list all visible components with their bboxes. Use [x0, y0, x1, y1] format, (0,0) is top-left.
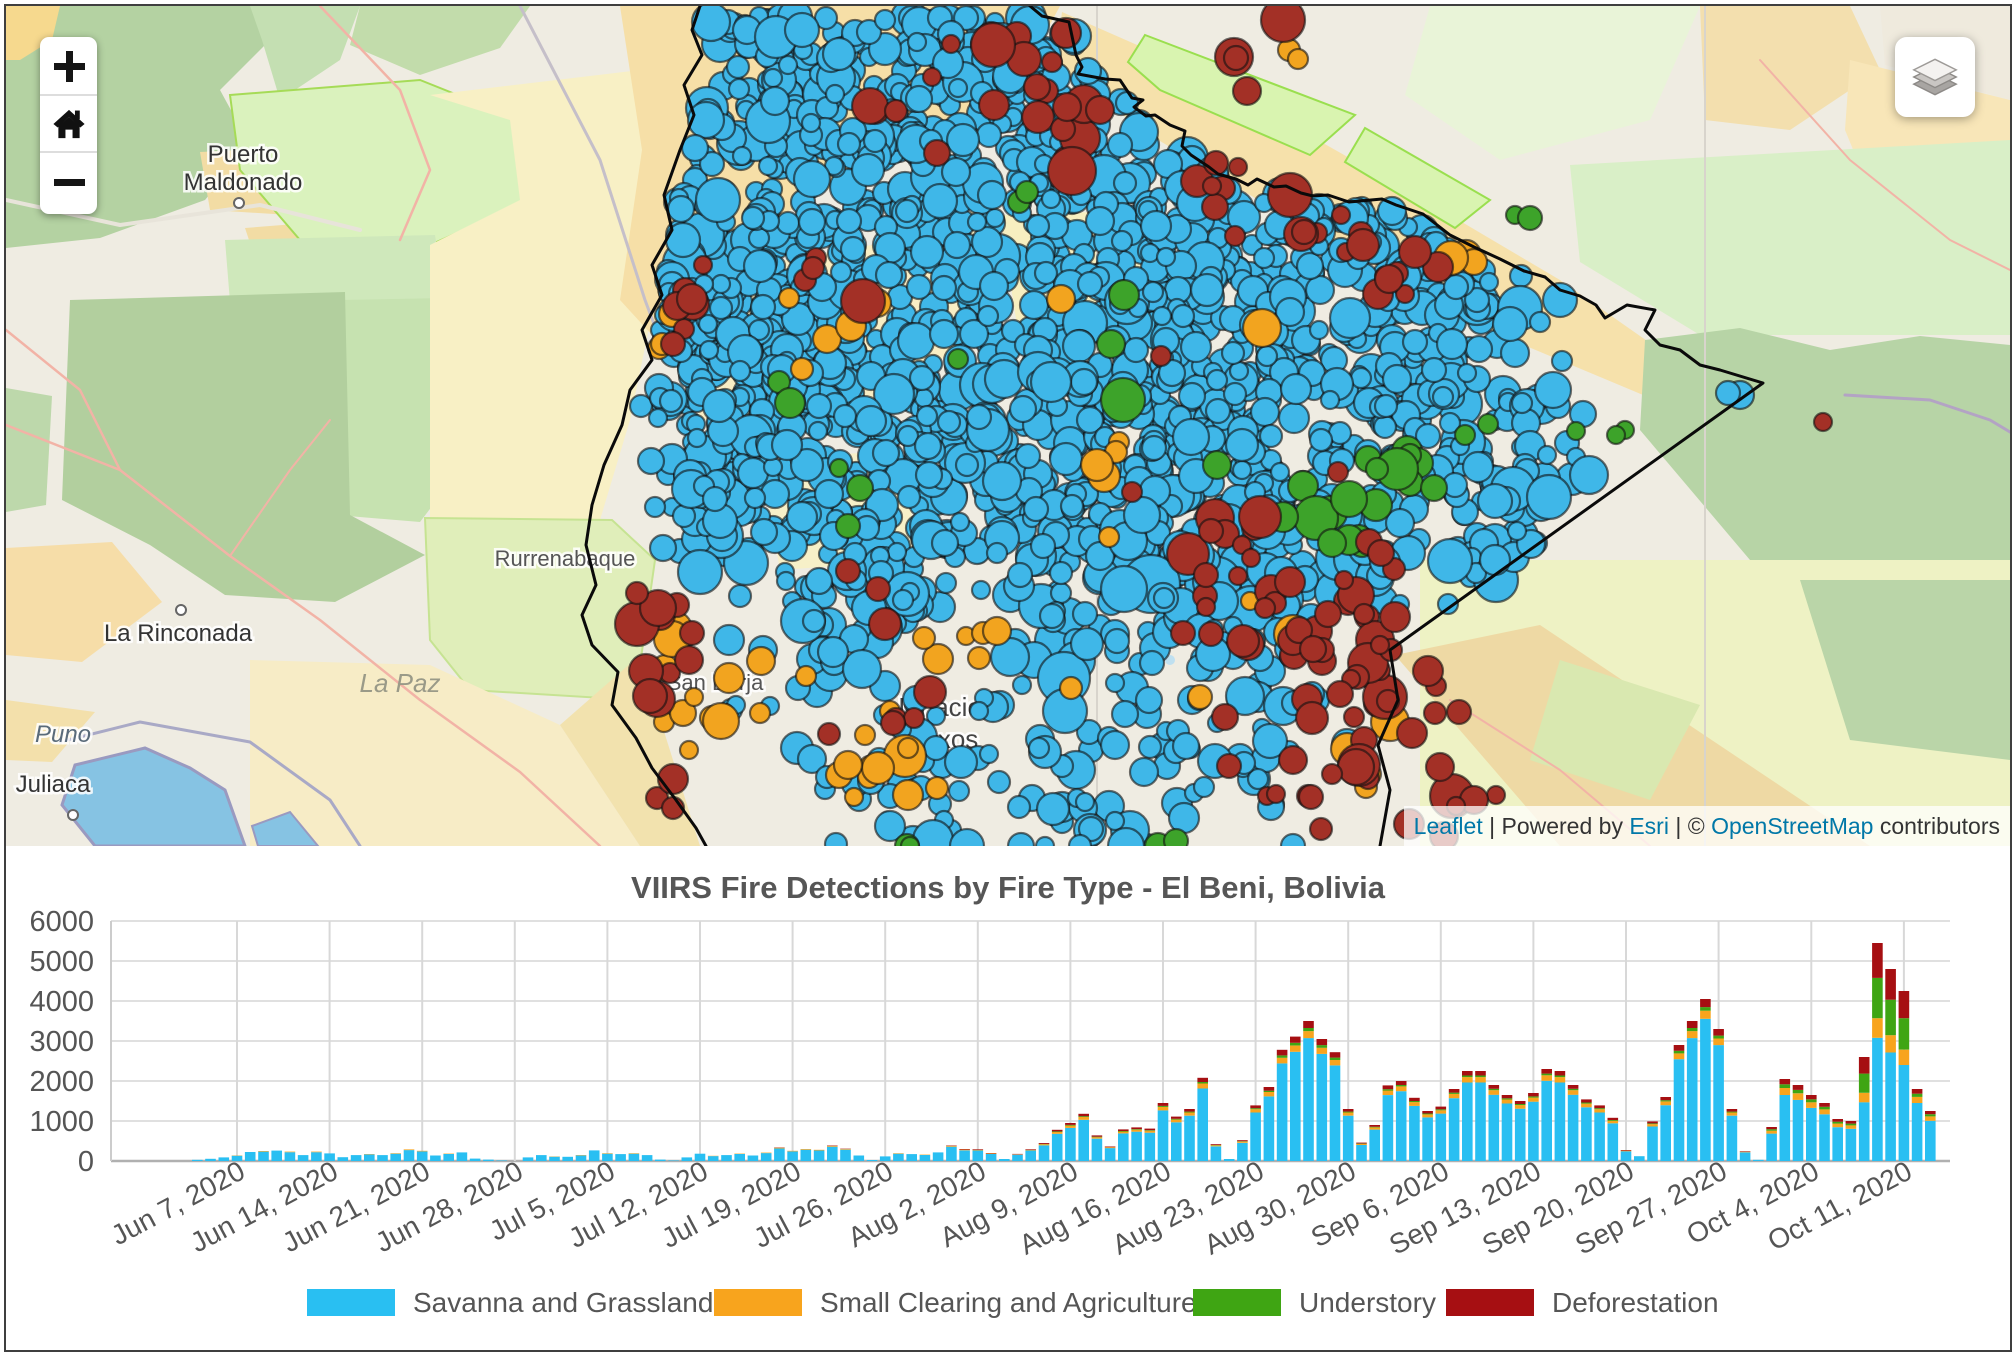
- svg-text:0: 0: [78, 1146, 94, 1178]
- svg-text:Maldonado: Maldonado: [184, 169, 303, 196]
- svg-text:Small Clearing and Agriculture: Small Clearing and Agriculture: [820, 1287, 1197, 1318]
- svg-text:4000: 4000: [29, 986, 94, 1018]
- svg-text:Puerto: Puerto: [208, 141, 279, 168]
- svg-text:6000: 6000: [29, 906, 94, 938]
- svg-text:Juliaca: Juliaca: [16, 771, 91, 798]
- svg-text:1000: 1000: [29, 1106, 94, 1138]
- svg-text:5000: 5000: [29, 946, 94, 978]
- svg-text:VIIRS Fire Detections by Fire: VIIRS Fire Detections by Fire Type - El …: [631, 870, 1386, 905]
- svg-text:Understory: Understory: [1299, 1287, 1436, 1318]
- svg-text:Deforestation: Deforestation: [1552, 1287, 1719, 1318]
- svg-text:Rurrenabaque: Rurrenabaque: [495, 546, 636, 571]
- svg-text:La Paz: La Paz: [360, 668, 441, 698]
- svg-text:2000: 2000: [29, 1066, 94, 1098]
- svg-text:La Rinconada: La Rinconada: [104, 620, 253, 647]
- svg-text:3000: 3000: [29, 1026, 94, 1058]
- svg-text:Savanna and Grassland: Savanna and Grassland: [413, 1287, 713, 1318]
- svg-text:Puno: Puno: [35, 721, 91, 748]
